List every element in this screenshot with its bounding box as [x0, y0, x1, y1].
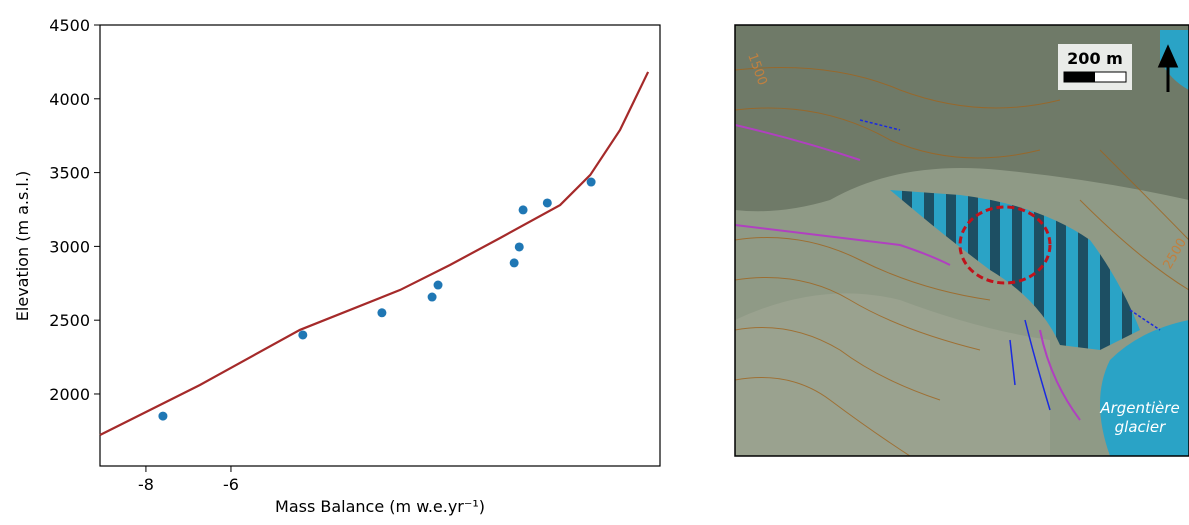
data-point	[427, 292, 437, 302]
data-point	[509, 258, 519, 268]
data-point	[433, 280, 443, 290]
map: 200 m Argentière glacier 1500 2500	[734, 24, 1189, 457]
data-point	[586, 177, 596, 187]
data-point	[377, 308, 387, 318]
y-tick-label: 3500	[49, 164, 90, 183]
y-tick-label: 2500	[49, 311, 90, 330]
data-point	[518, 205, 528, 215]
plot-frame	[99, 24, 661, 467]
data-point	[542, 198, 552, 208]
y-axis-label: Elevation (m a.s.l.)	[13, 171, 32, 321]
x-axis-label: Mass Balance (m w.e.yr⁻¹)	[275, 497, 485, 516]
data-point	[514, 242, 524, 252]
y-tick-label: 4500	[49, 16, 90, 35]
data-point	[158, 411, 168, 421]
y-tick-label: 4000	[49, 90, 90, 109]
glacier-label: Argentière	[1099, 399, 1179, 417]
x-tick-label: -8	[138, 475, 154, 494]
scale-label: 200 m	[1067, 49, 1123, 68]
data-point	[298, 330, 308, 340]
y-tick-label: 3000	[49, 237, 90, 256]
y-tick-label: 2000	[49, 385, 90, 404]
glacier-label: glacier	[1115, 418, 1167, 436]
fit-line	[99, 71, 650, 436]
x-tick-label: -6	[223, 475, 239, 494]
